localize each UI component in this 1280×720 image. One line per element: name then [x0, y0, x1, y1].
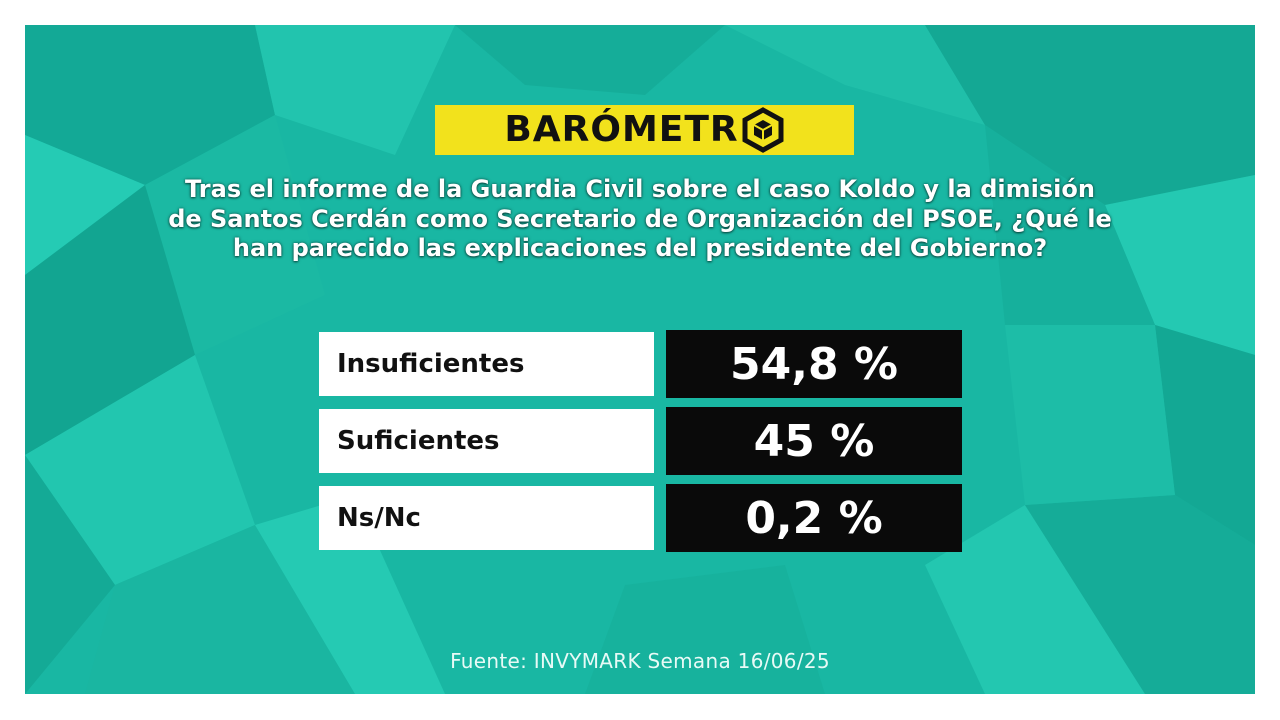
- result-value: 0,2 %: [666, 484, 962, 552]
- background-panel: BARÓMETR Tras el informe de la Guardia C…: [25, 25, 1255, 694]
- source-note: Fuente: INVYMARK Semana 16/06/25: [450, 649, 830, 673]
- survey-question: Tras el informe de la Guardia Civil sobr…: [168, 175, 1112, 262]
- barometro-logo-text: BARÓMETR: [504, 109, 739, 150]
- result-value: 54,8 %: [666, 330, 962, 398]
- barometro-logo-bar: BARÓMETR: [435, 105, 854, 155]
- result-row: Ns/Nc 0,2 %: [319, 484, 962, 552]
- result-row: Suficientes 45 %: [319, 407, 962, 475]
- pattern-shapes: [25, 25, 1255, 694]
- result-value: 45 %: [666, 407, 962, 475]
- result-label: Ns/Nc: [319, 486, 654, 550]
- result-label: Suficientes: [319, 409, 654, 473]
- hexagon-cube-icon: [742, 107, 784, 153]
- result-row: Insuficientes 54,8 %: [319, 330, 962, 398]
- geometric-pattern: [25, 25, 1255, 694]
- result-label: Insuficientes: [319, 332, 654, 396]
